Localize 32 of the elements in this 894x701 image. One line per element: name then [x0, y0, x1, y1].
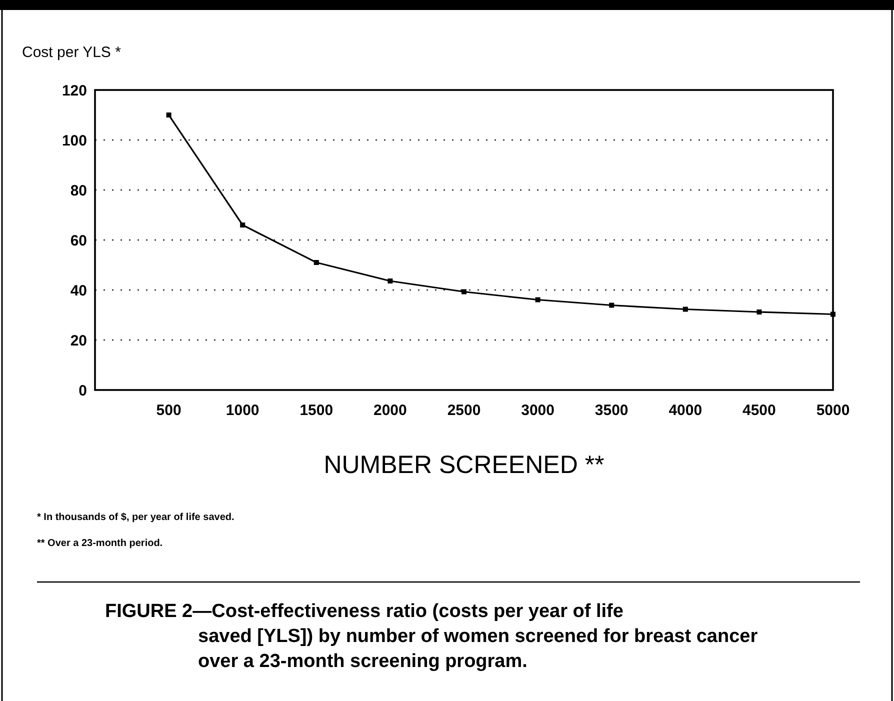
x-tick-label: 4000 [668, 402, 702, 419]
point [388, 278, 393, 284]
point [682, 306, 688, 312]
point [756, 310, 762, 314]
y-tick-label: 40 [70, 282, 87, 300]
y-tick-label: 100 [62, 132, 87, 150]
point [240, 222, 246, 228]
x-tick-label: 2500 [447, 402, 481, 419]
point [609, 302, 614, 308]
y-tick-label: 60 [70, 232, 87, 250]
y-tick-label: 0 [78, 382, 87, 400]
point [166, 112, 172, 118]
text: ** Over a 23-month period. [37, 538, 163, 549]
y-tick-label: 80 [70, 182, 87, 200]
point [462, 289, 466, 294]
text: * In thousands of $, per year of life saved. [37, 512, 234, 523]
x-axis-title: NUMBER SCREENED ** [324, 451, 605, 479]
x-tick-label: 2000 [374, 402, 407, 419]
x-tick-label: 500 [156, 402, 182, 419]
x-tick-label: 3500 [594, 402, 628, 419]
point [314, 260, 319, 265]
x-tick-label: 4500 [742, 402, 776, 419]
x-tick-label: 1500 [300, 402, 334, 419]
point [535, 297, 540, 302]
y-tick-label: 120 [62, 82, 87, 100]
x-tick-label: 1000 [226, 402, 260, 419]
y-axis-title: Cost per YLS * [22, 44, 122, 61]
point [830, 312, 836, 317]
caption: FIGURE 2—Cost-effectiveness ratio (costs per year of life saved [YLS]) by number of women screened for breast cancer over a 23-month screening program. [105, 601, 758, 672]
x-tick-label: 5000 [816, 402, 850, 419]
x-tick-label: 3000 [521, 402, 554, 419]
y-tick-label: 20 [70, 332, 87, 350]
